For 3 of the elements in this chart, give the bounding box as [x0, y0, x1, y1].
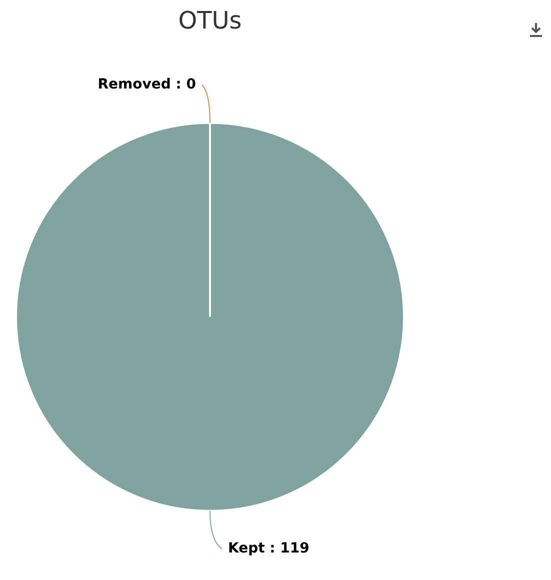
chart-title: OTUs	[178, 6, 242, 35]
slice-label: Kept : 119	[228, 540, 310, 557]
category-label: Removed : 0	[98, 76, 196, 93]
